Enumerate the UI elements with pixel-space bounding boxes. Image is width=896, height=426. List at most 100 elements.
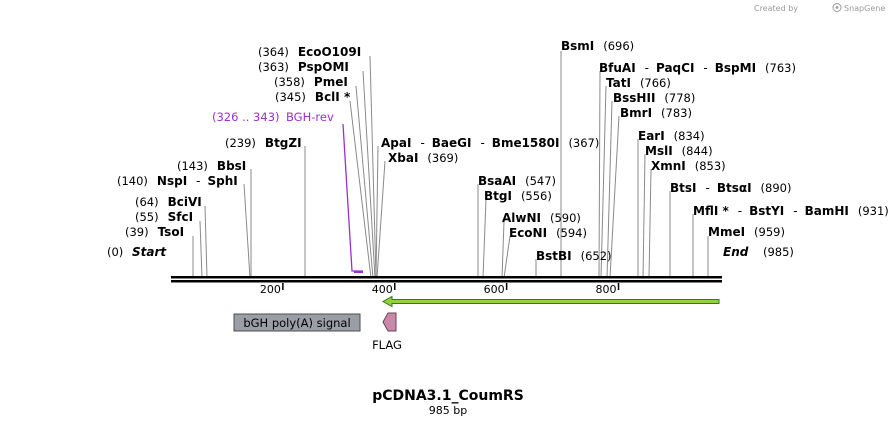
site-eari[interactable]: EarI (834): [638, 129, 705, 143]
cds-arrow-icon: [381, 295, 720, 308]
site-position: (369): [427, 151, 458, 165]
site-position: (143): [177, 159, 208, 173]
site-bcivi[interactable]: (64) BciVI: [135, 195, 202, 209]
leader-xbai: [376, 160, 386, 279]
enzyme-name: XmnI: [651, 159, 686, 173]
enzyme-name: BstYI: [749, 204, 784, 218]
site-tsoi[interactable]: (39) TsoI: [125, 225, 184, 239]
site-nspi[interactable]: (140) NspI - SphI: [117, 174, 238, 188]
enzyme-name: BciVI: [168, 195, 202, 209]
created-by-text: Created by: [754, 4, 798, 13]
site-xbai[interactable]: XbaI (369): [388, 151, 458, 165]
leader-alwni: [501, 220, 505, 279]
site-bbsi[interactable]: (143) BbsI: [177, 159, 246, 173]
leader-nspi: [243, 183, 251, 279]
flag-arrow-icon: [382, 312, 397, 332]
enzyme-name: BstBI: [536, 249, 572, 263]
separator: -: [793, 204, 797, 218]
enzyme-name: BtsI: [670, 181, 697, 195]
enzyme-name: MslI: [645, 144, 673, 158]
plasmid-length: 985 bp: [429, 404, 467, 417]
site-position: (766): [640, 76, 671, 90]
bgh-polya-box: [233, 313, 361, 332]
site-position: (834): [674, 129, 705, 143]
site-sfci[interactable]: (55) SfcI: [135, 210, 193, 224]
enzyme-name: NspI: [157, 174, 187, 188]
leader-apai: [375, 145, 379, 279]
flag-feature[interactable]: FLAG: [372, 312, 402, 352]
site-apai[interactable]: ApaI - BaeGI - Bme1580I (367): [381, 136, 599, 150]
site-position: (140): [117, 174, 148, 188]
primer-leader-line: [342, 123, 363, 272]
enzyme-name: ApaI: [381, 136, 411, 150]
site-bcli[interactable]: (345) BclI *: [275, 90, 351, 104]
site-bstbi[interactable]: BstBI (652): [536, 249, 612, 263]
enzyme-name: BspMI: [715, 61, 756, 75]
site-position: (890): [761, 181, 792, 195]
primer-bgh-rev[interactable]: (326 .. 343) BGH-rev: [212, 110, 363, 273]
end-label: End: [723, 245, 749, 259]
site-ecoo109i[interactable]: (364) EcoO109I: [258, 45, 361, 59]
site-position: (364): [258, 45, 289, 59]
enzyme-name: BfuAI: [599, 61, 636, 75]
snapgene-name: SnapGene: [844, 4, 885, 13]
enzyme-name: PspOMI: [298, 60, 349, 74]
leader-msli: [642, 153, 646, 279]
site-mfli[interactable]: MflI * - BstYI - BamHI (931): [693, 204, 889, 218]
site-position: (345): [275, 90, 306, 104]
enzyme-name: TsoI: [158, 225, 184, 239]
enzyme-name: BsmI: [561, 39, 594, 53]
enzyme-name: XbaI: [388, 151, 418, 165]
bgh-polya-feature[interactable]: bGH poly(A) signal: [233, 313, 361, 332]
enzyme-name: BmrI: [620, 106, 652, 120]
cds-feature-arrow[interactable]: [381, 295, 720, 308]
leader-bcivi: [204, 205, 208, 279]
site-pspomi[interactable]: (363) PspOMI: [258, 60, 349, 74]
site-bfuai[interactable]: BfuAI - PaqCI - BspMI (763): [599, 61, 796, 75]
site-position: (39): [125, 225, 149, 239]
end-position: (985): [763, 245, 794, 259]
site-bmri[interactable]: BmrI (783): [620, 106, 692, 120]
site-xmni[interactable]: XmnI (853): [651, 159, 726, 173]
enzyme-name: AlwNI: [502, 211, 541, 225]
leader-btgi: [482, 198, 487, 279]
site-msli[interactable]: MslI (844): [645, 144, 713, 158]
leader-bmri: [609, 115, 620, 279]
enzyme-name: SphI: [207, 174, 237, 188]
separator: -: [645, 61, 649, 75]
site-position: (696): [603, 39, 634, 53]
site-leader-lines: [192, 51, 709, 279]
restriction-site-labels: MmeI (959)MflI * - BstYI - BamHI (931)BtsI - Bts…: [117, 39, 889, 263]
enzyme-name: BtgI: [484, 189, 512, 203]
site-btsi[interactable]: BtsI - BtsαI (890): [670, 181, 791, 195]
snapgene-brand: Created by SnapGene: [754, 3, 885, 13]
site-position: (547): [525, 174, 556, 188]
site-pmei[interactable]: (358) PmeI: [274, 75, 348, 89]
site-position: (844): [682, 144, 713, 158]
site-bsmi[interactable]: BsmI (696): [561, 39, 634, 53]
leader-econi: [503, 235, 511, 279]
site-position: (239): [225, 136, 256, 150]
site-btgi[interactable]: BtgI (556): [484, 189, 552, 203]
site-tati[interactable]: TatI (766): [606, 76, 671, 90]
start-label: Start: [132, 245, 167, 259]
site-position: (652): [581, 249, 612, 263]
enzyme-name: BssHII: [613, 91, 655, 105]
site-position: (783): [661, 106, 692, 120]
plasmid-title: pCDNA3.1_CoumRS: [372, 388, 524, 404]
site-bsshii[interactable]: BssHII (778): [613, 91, 695, 105]
enzyme-name: SfcI: [168, 210, 193, 224]
site-position: (959): [754, 225, 785, 239]
site-alwni[interactable]: AlwNI (590): [502, 211, 581, 225]
site-position: (358): [274, 75, 305, 89]
enzyme-name: BclI *: [315, 90, 351, 104]
site-emmei[interactable]: MmeI (959): [708, 225, 785, 239]
site-position: (367): [568, 136, 599, 150]
leader-tati: [600, 85, 607, 279]
site-bsaai[interactable]: BsaAI (547): [478, 174, 556, 188]
dna-backbone: [171, 276, 722, 283]
site-btgzi[interactable]: (239) BtgZI: [225, 136, 302, 150]
site-econi[interactable]: EcoNI (594): [509, 226, 587, 240]
enzyme-name: BsaAI: [478, 174, 516, 188]
